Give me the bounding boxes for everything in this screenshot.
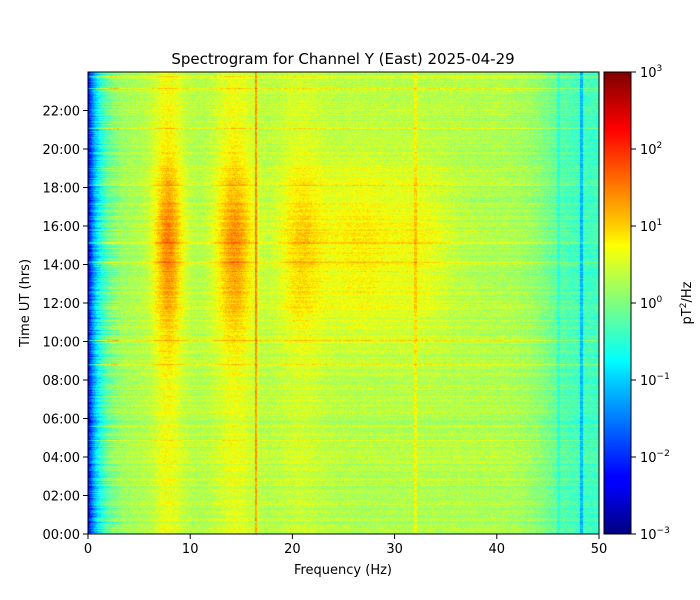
colorbar-label-sup: 2: [679, 303, 689, 309]
colorbar-tick-label: 100: [640, 295, 663, 312]
x-tick-label: 10: [182, 542, 199, 557]
chart-title: Spectrogram for Channel Y (East) 2025-04…: [171, 50, 514, 68]
y-tick-label: 14:00: [43, 259, 80, 274]
heatmap-plot-area: [87, 71, 600, 535]
y-tick-label: 12:00: [43, 297, 80, 312]
colorbar-tick-label: 102: [640, 141, 662, 158]
x-tick-label: 40: [489, 542, 506, 557]
colorbar-label-rest: /Hz: [680, 281, 695, 302]
spectrogram-heatmap: [88, 72, 599, 534]
y-tick-label: 04:00: [43, 451, 80, 466]
y-axis: 00:00 02:00 04:00 06:00 08:00 10:00 12:00 14:00…: [43, 105, 88, 543]
x-tick-label: 50: [591, 542, 608, 557]
y-axis-label: Time UT (hrs): [18, 259, 33, 348]
colorbar-label-base: pT: [680, 308, 695, 324]
y-tick-label: 00:00: [43, 528, 80, 543]
x-axis: 0 10 20 30 40 50: [84, 534, 607, 557]
colorbar-tick-label: 10−3: [640, 526, 670, 543]
colorbar-tick-label: 101: [640, 218, 662, 235]
y-tick-label: 20:00: [43, 143, 80, 158]
colorbar-tick-label: 10−2: [640, 449, 670, 466]
colorbar-tick-label: 103: [640, 64, 662, 81]
y-tick-label: 06:00: [43, 413, 80, 428]
x-tick-label: 30: [386, 542, 403, 557]
colorbar-ticks: 10−3 10−2 10−1 100 101 102 103: [631, 64, 670, 543]
y-tick-label: 02:00: [43, 490, 80, 505]
y-tick-label: 18:00: [43, 182, 80, 197]
x-tick-label: 0: [84, 542, 92, 557]
colorbar-gradient: [603, 71, 632, 535]
y-tick-label: 22:00: [43, 105, 80, 120]
colorbar-label: pT2/Hz: [679, 281, 695, 324]
y-tick-label: 08:00: [43, 374, 80, 389]
x-axis-label: Frequency (Hz): [294, 563, 392, 578]
y-tick-label: 10:00: [43, 336, 80, 351]
y-tick-label: 16:00: [43, 220, 80, 235]
colorbar-tick-label: 10−1: [640, 372, 670, 389]
x-tick-label: 20: [284, 542, 301, 557]
colorbar: 10−3 10−2 10−1 100 101 102 103 pT2/Hz: [603, 64, 695, 543]
